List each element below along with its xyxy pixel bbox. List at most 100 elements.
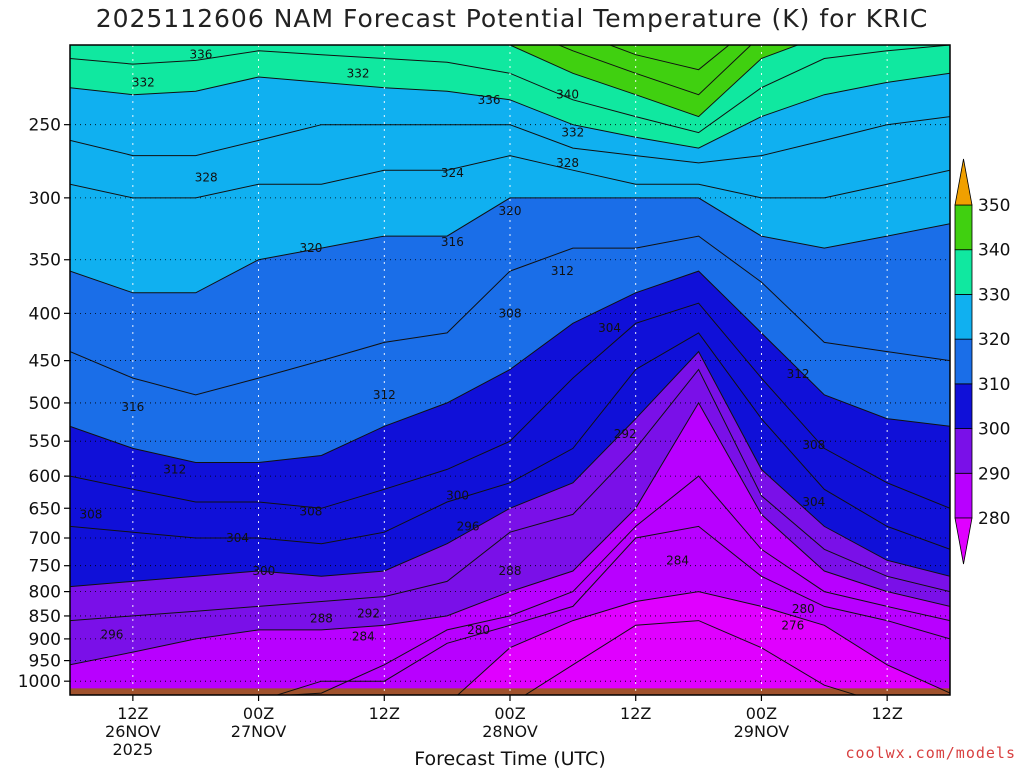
x-tick-label-66-line1: 00Z	[746, 704, 777, 723]
legend-label-340: 340	[978, 241, 1010, 261]
legend-label-320: 320	[978, 330, 1010, 350]
contour-label-3: 336	[478, 93, 501, 107]
contour-label-19: 308	[802, 438, 825, 452]
contour-label-5: 332	[561, 126, 584, 140]
legend-label-350: 350	[978, 196, 1010, 216]
contour-label-7: 328	[195, 170, 218, 184]
contour-label-27: 284	[666, 553, 689, 567]
contour-label-24: 308	[299, 504, 322, 518]
contour-label-23: 308	[79, 507, 102, 521]
contour-label-4: 340	[556, 88, 579, 102]
contour-label-9: 320	[499, 204, 522, 218]
legend-label-280: 280	[978, 509, 1010, 529]
contour-label-30: 280	[792, 602, 815, 616]
contour-label-15: 312	[787, 367, 810, 381]
y-tick-label-900: 900	[29, 630, 61, 650]
gridlines	[70, 45, 950, 695]
contour-label-25: 296	[457, 519, 480, 533]
contour-label-26: 304	[226, 531, 249, 545]
isentrope-312	[70, 270, 950, 463]
pressure-axis: 250 300 350 400 450 500 550 600 650 700 750 800 850 9…	[18, 116, 70, 692]
contour-label-1: 332	[132, 75, 155, 89]
x-tick-label-30-line1: 12Z	[369, 704, 400, 723]
legend-label-300: 300	[978, 420, 1010, 440]
y-tick-label-950: 950	[29, 652, 61, 672]
color-legend: 280 290 300 310 320 330 340 350	[954, 158, 1010, 565]
isentrope-324	[70, 155, 950, 199]
x-tick-label-66-line2: 29NOV	[734, 722, 790, 741]
y-tick-label-650: 650	[29, 499, 61, 519]
y-tick-label-350: 350	[29, 251, 61, 271]
x-tick-label-42-line2: 28NOV	[482, 722, 538, 741]
x-tick-label-42-line1: 00Z	[494, 704, 525, 723]
contour-label-13: 308	[499, 306, 522, 320]
legend-over-arrow	[954, 158, 973, 206]
y-tick-label-500: 500	[29, 394, 61, 414]
y-tick-label-850: 850	[29, 607, 61, 627]
y-tick-label-400: 400	[29, 304, 61, 324]
ground-fill	[70, 688, 950, 695]
contour-label-35: 280	[467, 623, 490, 637]
contour-label-18: 292	[614, 427, 637, 441]
legend-under-arrow	[954, 517, 973, 565]
contour-label-31: 292	[357, 607, 380, 621]
contour-label-2: 332	[347, 66, 370, 80]
x-tick-label-6-line2: 26NOV	[105, 722, 161, 741]
x-tick-label-18-line2: 27NOV	[231, 722, 287, 741]
contour-label-29: 300	[252, 564, 275, 578]
contour-label-21: 300	[446, 489, 469, 503]
contour-label-14: 304	[598, 321, 621, 335]
contour-label-10: 316	[441, 235, 464, 249]
chart-title: 2025112606 NAM Forecast Potential Temper…	[95, 4, 929, 33]
y-tick-label-550: 550	[29, 432, 61, 452]
x-tick-label-78-line1: 12Z	[871, 704, 902, 723]
contour-label-28: 288	[499, 564, 522, 578]
contour-label-33: 276	[781, 618, 804, 632]
x-tick-label-54-line1: 12Z	[620, 704, 651, 723]
legend-band-330	[954, 249, 973, 295]
x-tick-label-6-line1: 12Z	[117, 704, 148, 723]
isentrope-304	[70, 332, 950, 550]
isentrope-332	[70, 72, 950, 149]
contour-label-8: 324	[441, 166, 464, 180]
contour-label-6: 328	[556, 156, 579, 170]
contour-label-36: 296	[100, 627, 123, 641]
contour-labels: 336 332 332 336 340 332 328 328 324 320 316 320 312 3…	[79, 48, 825, 644]
x-axis-title: Forecast Time (UTC)	[414, 748, 605, 768]
y-tick-label-750: 750	[29, 557, 61, 577]
contour-label-32: 288	[310, 611, 333, 625]
legend-band-290	[954, 428, 973, 474]
legend-label-290: 290	[978, 464, 1010, 484]
ground-layer	[70, 688, 950, 695]
legend-band-340	[954, 204, 973, 251]
y-tick-label-450: 450	[29, 352, 61, 372]
fill-band-above-348	[609, 45, 730, 70]
x-tick-label-18-line1: 00Z	[243, 704, 274, 723]
contour-label-12: 312	[551, 264, 574, 278]
contour-label-0: 336	[189, 48, 212, 62]
y-tick-label-250: 250	[29, 116, 61, 136]
y-tick-label-300: 300	[29, 189, 61, 209]
y-tick-label-1000: 1000	[18, 672, 61, 692]
isentrope-276	[524, 620, 858, 695]
legend-label-330: 330	[978, 285, 1010, 305]
legend-band-280	[954, 472, 973, 519]
contour-label-11: 320	[299, 241, 322, 255]
y-tick-label-600: 600	[29, 467, 61, 487]
legend-band-300	[954, 383, 973, 429]
y-tick-label-800: 800	[29, 583, 61, 603]
contour-label-16: 316	[121, 400, 144, 414]
contour-label-17: 312	[373, 388, 396, 402]
isentrope-284	[275, 525, 950, 695]
source-credit: coolwx.com/models	[845, 744, 1016, 762]
isentrope-296	[70, 368, 950, 622]
x-tick-label-6-line3: 2025	[112, 740, 153, 759]
legend-band-320	[954, 294, 973, 340]
isentrope-316	[70, 235, 950, 396]
contour-label-22: 304	[802, 495, 825, 509]
legend-band-310	[954, 338, 973, 385]
contour-label-20: 312	[163, 462, 186, 476]
y-tick-label-700: 700	[29, 529, 61, 549]
